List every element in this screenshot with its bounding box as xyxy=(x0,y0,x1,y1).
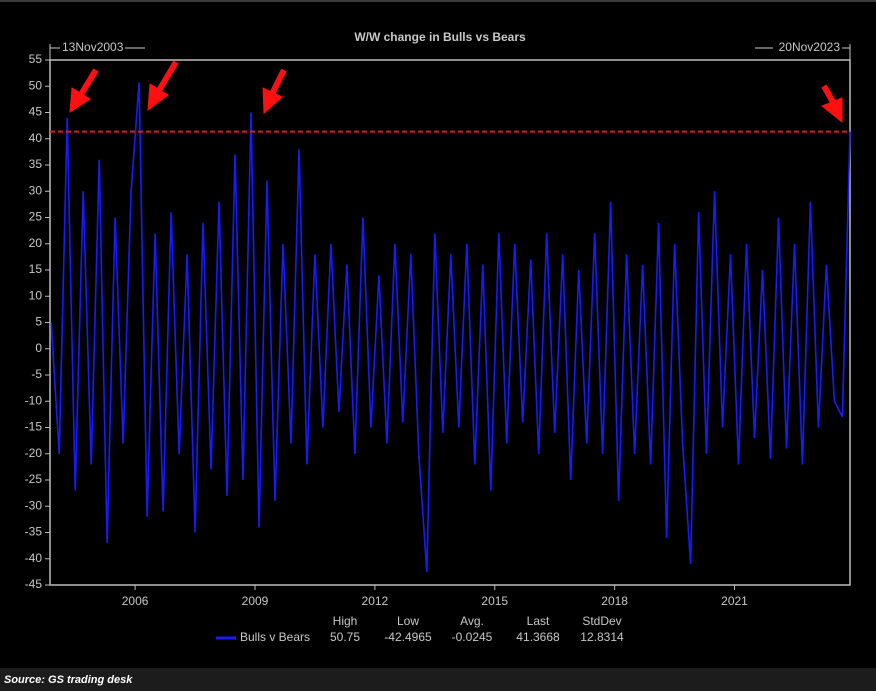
start-date: 13Nov2003 xyxy=(62,40,124,54)
y-tick-label: 5 xyxy=(35,315,42,329)
stat-header: Low xyxy=(397,614,419,628)
y-tick-label: -45 xyxy=(25,577,43,591)
y-tick-label: 30 xyxy=(29,183,43,197)
y-tick-label: -20 xyxy=(25,446,43,460)
arrow-head xyxy=(262,87,283,115)
y-tick-label: -5 xyxy=(31,367,42,381)
x-tick-label: 2009 xyxy=(242,594,269,608)
y-tick-label: -30 xyxy=(25,498,43,512)
end-date: 20Nov2023 xyxy=(779,40,841,54)
y-tick-label: 25 xyxy=(29,210,43,224)
series-line xyxy=(50,82,851,572)
x-tick-label: 2021 xyxy=(721,594,748,608)
arrow xyxy=(821,84,837,106)
x-tick-label: 2012 xyxy=(362,594,389,608)
legend-label: Bulls v Bears xyxy=(240,630,310,644)
y-tick-label: -40 xyxy=(25,551,43,565)
y-tick-label: -10 xyxy=(25,393,43,407)
stat-header: StdDev xyxy=(582,614,621,628)
source-bar xyxy=(0,668,876,691)
stat-header: High xyxy=(333,614,358,628)
y-tick-label: 20 xyxy=(29,236,43,250)
arrow-head xyxy=(821,97,843,124)
y-tick-label: -25 xyxy=(25,472,43,486)
y-tick-label: 15 xyxy=(29,262,43,276)
y-tick-label: 0 xyxy=(35,341,42,355)
y-tick-label: -15 xyxy=(25,420,43,434)
y-tick-label: 40 xyxy=(29,131,43,145)
stat-value: -42.4965 xyxy=(384,630,432,644)
chart-title: W/W change in Bulls vs Bears xyxy=(354,30,526,44)
source: Source: GS trading desk xyxy=(4,674,133,686)
y-tick-label: 45 xyxy=(29,105,43,119)
stat-header: Avg. xyxy=(460,614,484,628)
arrow xyxy=(269,68,287,96)
x-tick-label: 2006 xyxy=(122,594,149,608)
stat-value: -0.0245 xyxy=(452,630,493,644)
x-tick-label: 2015 xyxy=(481,594,508,608)
y-tick-label: 55 xyxy=(29,52,43,66)
arrow-head xyxy=(69,87,91,113)
arrow xyxy=(155,60,179,94)
stat-value: 12.8314 xyxy=(580,630,624,644)
y-tick-label: 10 xyxy=(29,288,43,302)
top-strip xyxy=(0,0,876,2)
stat-header: Last xyxy=(527,614,550,628)
y-tick-label: 35 xyxy=(29,157,43,171)
arrow-head xyxy=(147,83,169,112)
arrows xyxy=(69,60,843,124)
x-tick-label: 2018 xyxy=(601,594,628,608)
y-tick-label: -35 xyxy=(25,525,43,539)
arrow xyxy=(77,68,99,98)
stat-value: 50.75 xyxy=(330,630,360,644)
y-tick-label: 50 xyxy=(29,78,43,92)
stat-value: 41.3668 xyxy=(516,630,560,644)
plot: -45 -40 -35 -30 -25 -20 -15 -10 -5 0 5 10 15 20 25 30 35… xyxy=(25,52,851,644)
